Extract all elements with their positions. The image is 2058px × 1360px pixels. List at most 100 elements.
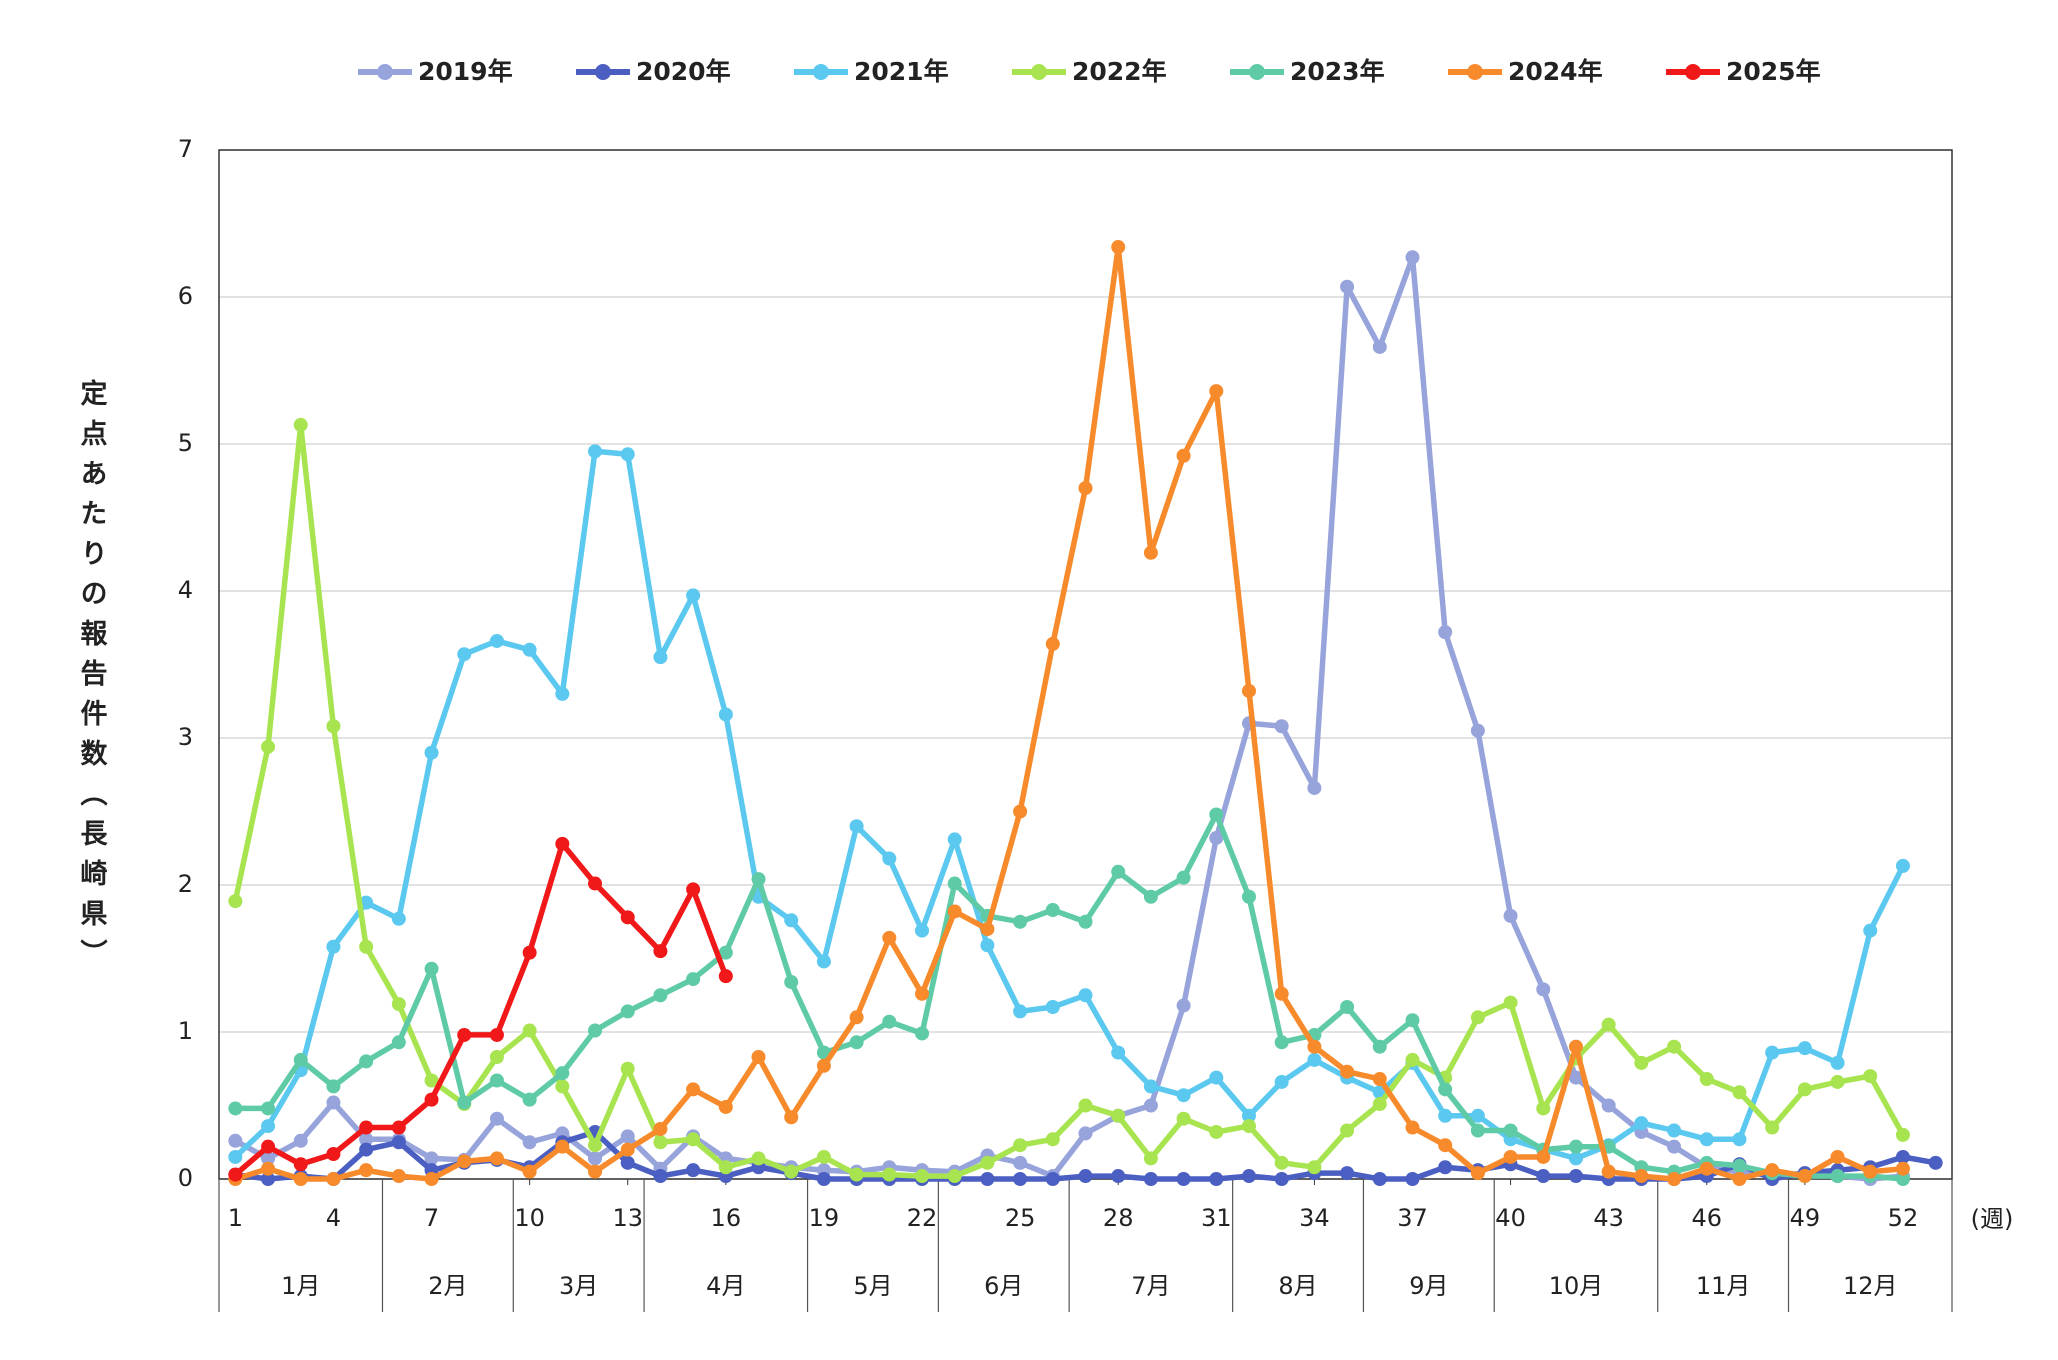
data-point <box>457 1154 472 1169</box>
month-label: 3月 <box>559 1272 598 1300</box>
x-tick-label: 46 <box>1691 1204 1722 1232</box>
data-point <box>620 447 635 462</box>
x-tick-label: 22 <box>907 1204 938 1232</box>
data-point <box>620 1142 635 1157</box>
data-point <box>261 739 276 754</box>
data-point <box>947 876 962 891</box>
data-point <box>882 851 897 866</box>
data-point <box>424 961 439 976</box>
data-point <box>1340 1064 1355 1079</box>
data-point <box>980 1172 995 1186</box>
data-point <box>391 1135 406 1150</box>
data-point <box>1895 1172 1910 1186</box>
data-point <box>686 588 701 603</box>
data-point <box>293 1172 308 1186</box>
data-point <box>522 642 537 657</box>
data-point <box>1274 1155 1289 1170</box>
data-point <box>391 1169 406 1184</box>
x-tick-label: 25 <box>1005 1204 1036 1232</box>
y-tick-label: 3 <box>178 723 193 751</box>
data-point <box>1503 1149 1518 1164</box>
data-point <box>653 988 668 1003</box>
series-line <box>233 448 1906 1162</box>
data-point <box>457 647 472 662</box>
data-point <box>718 707 733 722</box>
data-point <box>1307 1039 1322 1054</box>
data-point <box>522 1092 537 1107</box>
data-point <box>1209 1124 1224 1139</box>
data-point <box>980 938 995 953</box>
data-point <box>1078 481 1093 496</box>
data-point <box>1470 723 1485 738</box>
data-point <box>1895 1149 1910 1164</box>
legend-label: 2023年 <box>1290 57 1385 86</box>
data-point <box>555 1066 570 1081</box>
data-point <box>293 417 308 432</box>
data-point <box>1078 914 1093 929</box>
data-point <box>1143 1098 1158 1113</box>
data-point <box>228 894 243 909</box>
data-point <box>1438 1160 1453 1175</box>
data-point <box>1405 1013 1420 1028</box>
data-point <box>1863 923 1878 938</box>
data-point <box>1568 1139 1583 1154</box>
series-line <box>234 244 1904 1182</box>
data-point <box>882 930 897 945</box>
data-point <box>1405 1120 1420 1135</box>
data-point <box>489 1049 504 1064</box>
data-point <box>1241 1108 1256 1123</box>
x-tick-label: 28 <box>1103 1204 1134 1232</box>
data-point <box>1274 1035 1289 1050</box>
data-point <box>1274 1074 1289 1089</box>
data-point <box>1536 982 1551 997</box>
series <box>228 250 1910 1186</box>
data-point <box>1209 807 1224 822</box>
data-point <box>784 1110 799 1125</box>
data-point <box>653 944 668 959</box>
data-point <box>1045 902 1060 917</box>
x-tick-label: 31 <box>1201 1204 1232 1232</box>
data-point <box>1797 1041 1812 1056</box>
data-point <box>1732 1172 1747 1186</box>
data-point <box>1274 1172 1289 1186</box>
data-point <box>326 1147 341 1162</box>
data-point <box>1568 1070 1583 1085</box>
data-point <box>1143 889 1158 904</box>
legend-marker <box>377 64 393 80</box>
data-point <box>816 1058 831 1073</box>
data-point <box>751 1049 766 1064</box>
data-point <box>1176 870 1191 885</box>
plot-frame <box>218 149 1953 1180</box>
series-line <box>233 254 1904 1182</box>
data-point <box>1241 1169 1256 1184</box>
data-point <box>1111 1045 1126 1060</box>
data-point <box>1111 1169 1126 1184</box>
data-point <box>1470 1108 1485 1123</box>
data-point <box>686 972 701 987</box>
data-point <box>1340 1166 1355 1181</box>
x-tick-label: 10 <box>514 1204 545 1232</box>
legend-marker <box>1249 64 1265 80</box>
data-point <box>849 819 864 834</box>
data-point <box>391 1035 406 1050</box>
data-point <box>588 876 603 891</box>
data-point <box>326 1172 341 1186</box>
data-point <box>1307 1160 1322 1175</box>
data-point <box>293 1133 308 1148</box>
legend-label: 2020年 <box>636 57 731 86</box>
legend-marker <box>813 64 829 80</box>
data-point <box>424 745 439 760</box>
data-point <box>391 911 406 926</box>
data-point <box>784 1164 799 1179</box>
data-point <box>915 1169 930 1184</box>
data-point <box>1568 1039 1583 1054</box>
data-point <box>1405 1052 1420 1067</box>
x-tick-label: 34 <box>1299 1204 1330 1232</box>
data-point <box>1307 780 1322 795</box>
data-point <box>1274 719 1289 734</box>
y-tick-label: 5 <box>178 429 193 457</box>
month-label: 2月 <box>428 1272 467 1300</box>
data-point <box>947 904 962 919</box>
data-point <box>1765 1120 1780 1135</box>
data-point <box>359 1132 374 1147</box>
